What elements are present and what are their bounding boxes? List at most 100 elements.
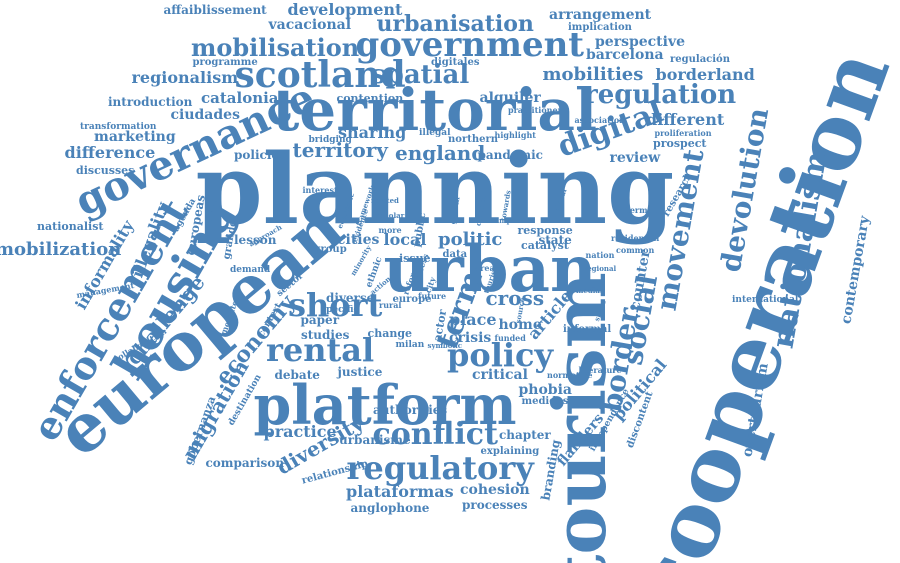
word-urban: urban [383, 232, 597, 307]
word-literature: literature [578, 365, 622, 375]
word-review: review [609, 150, 661, 166]
word-issue: issue [399, 251, 431, 265]
word-discusses: discusses [76, 163, 135, 177]
word-borderland: borderland [655, 65, 755, 84]
word-phobia: phobia [518, 382, 572, 398]
word-diverse: diverse [326, 291, 375, 305]
word-place: place [449, 310, 497, 329]
word-bridging: bridging [308, 134, 352, 145]
word-data: data [442, 249, 468, 260]
word-response: response [517, 223, 573, 237]
word-justice: justice [337, 365, 383, 379]
word-medidas: medidas [521, 396, 569, 407]
word-territory: territory [292, 138, 388, 162]
word-conflict: conflict [372, 417, 498, 452]
word-cities: cities [337, 232, 380, 248]
word-different: different [646, 110, 725, 129]
word-critical: critical [472, 367, 528, 383]
word-arrangement: arrangement [549, 7, 652, 23]
word-alquiler: alquiler [479, 90, 541, 106]
word-urbanisation: urbanisation [376, 11, 534, 37]
word-regional: regional [583, 263, 617, 273]
word-vacacional: vacacional [268, 17, 352, 33]
word-home: home [498, 317, 542, 333]
word-urbanisme: urbanisme [339, 433, 411, 447]
word-contention: contention [336, 91, 404, 105]
word-comparison: comparison [205, 456, 285, 470]
word-transformation: transformation [80, 121, 157, 132]
word-rental: rental [266, 331, 375, 369]
word-informal: informal [563, 324, 612, 335]
word-interest: interest [302, 185, 338, 195]
word-related: related [371, 195, 399, 205]
word-development: development [287, 0, 403, 19]
word-spatial: spatial [371, 60, 470, 90]
word-europe: europe [392, 294, 432, 305]
word-territorial: territorial [272, 76, 598, 144]
word-nationalist: nationalist [37, 219, 104, 233]
word-policy: policy [447, 336, 554, 374]
word-nation: nation [585, 250, 615, 260]
word-state: state [538, 233, 572, 247]
word-association: association [574, 115, 626, 125]
word-practitioner: practitioner [508, 105, 562, 115]
word-regulaci-n: regulación [670, 54, 730, 65]
word-policies: policies [234, 148, 286, 162]
word-proliferation: proliferation [654, 128, 712, 138]
word-implication: implication [568, 22, 632, 33]
word-regionalism: regionalism [131, 68, 239, 87]
word-rural: rural [379, 300, 402, 310]
word-scholar: scholar [375, 210, 405, 220]
word-england: england [395, 141, 486, 165]
word-studies: studies [301, 328, 350, 342]
word-specific: specific [321, 304, 360, 315]
word-catalyst: catalyst [521, 238, 569, 252]
word-anglophone: anglophone [350, 501, 430, 515]
word-mobilities: mobilities [542, 64, 644, 85]
word-prospect: prospect [653, 136, 707, 150]
word-planning: planning [195, 133, 675, 246]
word-marketing: marketing [94, 129, 176, 145]
word-regulatory: regulatory [346, 449, 534, 487]
word-paper: paper [300, 313, 340, 327]
word-scotland: scotland [234, 54, 406, 96]
word-illegal: illegal [419, 127, 451, 138]
word-affaiblissement: affaiblissement [163, 3, 267, 17]
word-difference: difference [64, 143, 156, 162]
word-group: group [313, 244, 347, 255]
word-chapter: chapter [499, 428, 551, 442]
word-plataformas: plataformas [346, 482, 454, 501]
word-normative: normative [547, 370, 593, 380]
word-politic: politic [438, 229, 503, 250]
word-authorities: authorities [373, 403, 448, 417]
word-impact: impact [496, 215, 524, 225]
word-government: government [355, 25, 585, 65]
word-short: short [288, 286, 383, 324]
word-demand: demand [230, 264, 271, 275]
word-explaining: explaining [480, 446, 540, 457]
word-area: area [475, 263, 495, 273]
word-change: change [367, 326, 413, 340]
word-highlight: highlight [494, 130, 536, 140]
word-barcelona: barcelona [586, 47, 664, 63]
word-mobilization: mobilization [0, 239, 122, 260]
word-milan: milan [395, 339, 425, 350]
word-catalonia: catalonia [201, 88, 279, 107]
word-local: local [383, 230, 427, 249]
word-aftermath: aftermath [617, 205, 663, 215]
word-common: common [616, 245, 655, 255]
word-residential: residential [611, 233, 660, 243]
word-regulation: regulation [584, 80, 737, 110]
word-perspective: perspective [595, 34, 686, 50]
word-funded: funded [494, 333, 526, 343]
word-introduction: introduction [108, 95, 193, 109]
word-digitales: digitales [431, 57, 480, 68]
word-future: future [418, 291, 447, 301]
word-symbolic: symbolic [427, 340, 463, 350]
word-ciudades: ciudades [170, 107, 240, 123]
word-lesson: lesson [234, 233, 277, 247]
word-debate: debate [274, 368, 320, 382]
word-medias: medias [576, 285, 604, 295]
word-international: international [732, 294, 799, 305]
